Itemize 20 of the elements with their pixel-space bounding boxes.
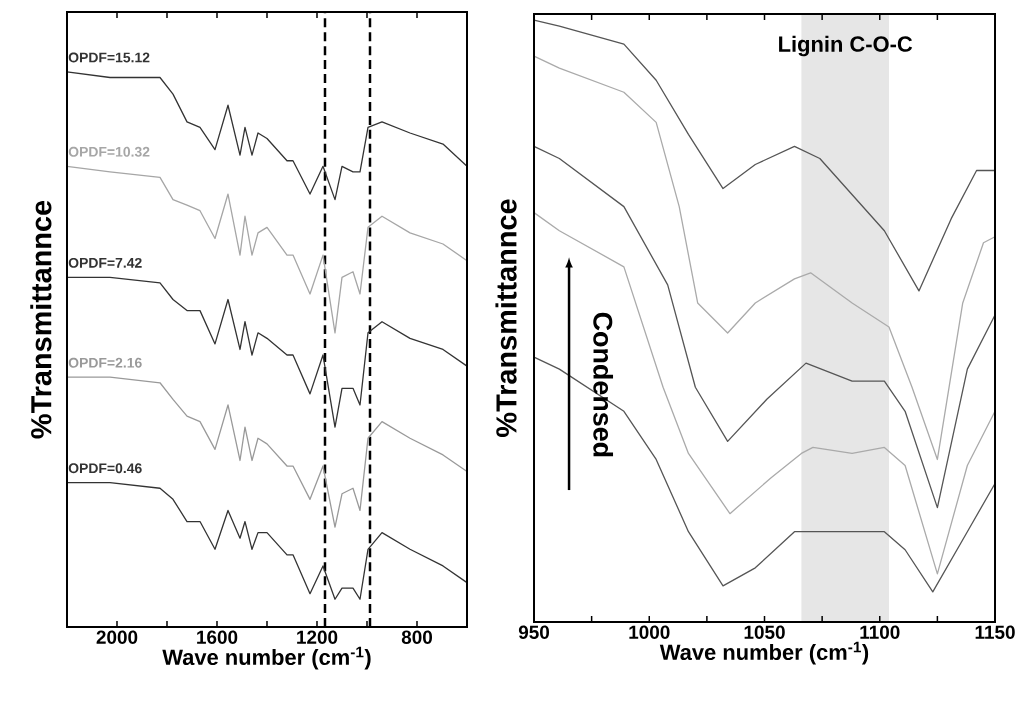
- y-axis-title: %Transmittannce: [30, 200, 52, 439]
- y-axis-title: %Transmittannce: [495, 199, 517, 437]
- series-label: OPDF=0.46: [68, 463, 142, 474]
- series-label: OPDF=2.16: [68, 357, 142, 368]
- x-tick-label: 800: [401, 630, 433, 644]
- x-tick-label: 1600: [197, 630, 238, 644]
- x-tick-label: 2000: [96, 630, 138, 644]
- series-label: OPDF=10.32: [68, 146, 150, 157]
- x-tick-label: 1150: [975, 625, 1015, 639]
- series-label: OPDF=7.42: [68, 257, 142, 268]
- annotation: Condensed: [593, 312, 614, 457]
- x-tick-label: 1000: [629, 625, 670, 639]
- x-axis-title: Wave number (cm$^{-1}$): [162, 646, 371, 670]
- x-tick-label: 950: [518, 625, 550, 639]
- series-label: OPDF=15.12: [68, 52, 150, 63]
- x-axis-title: Wave number (cm$^{-1}$): [659, 641, 869, 665]
- x-tick-label: 1050: [744, 625, 785, 639]
- band-label: Lignin C-O-C: [779, 35, 913, 57]
- x-tick-label: 1200: [297, 630, 338, 644]
- x-tick-label: 1100: [860, 625, 900, 639]
